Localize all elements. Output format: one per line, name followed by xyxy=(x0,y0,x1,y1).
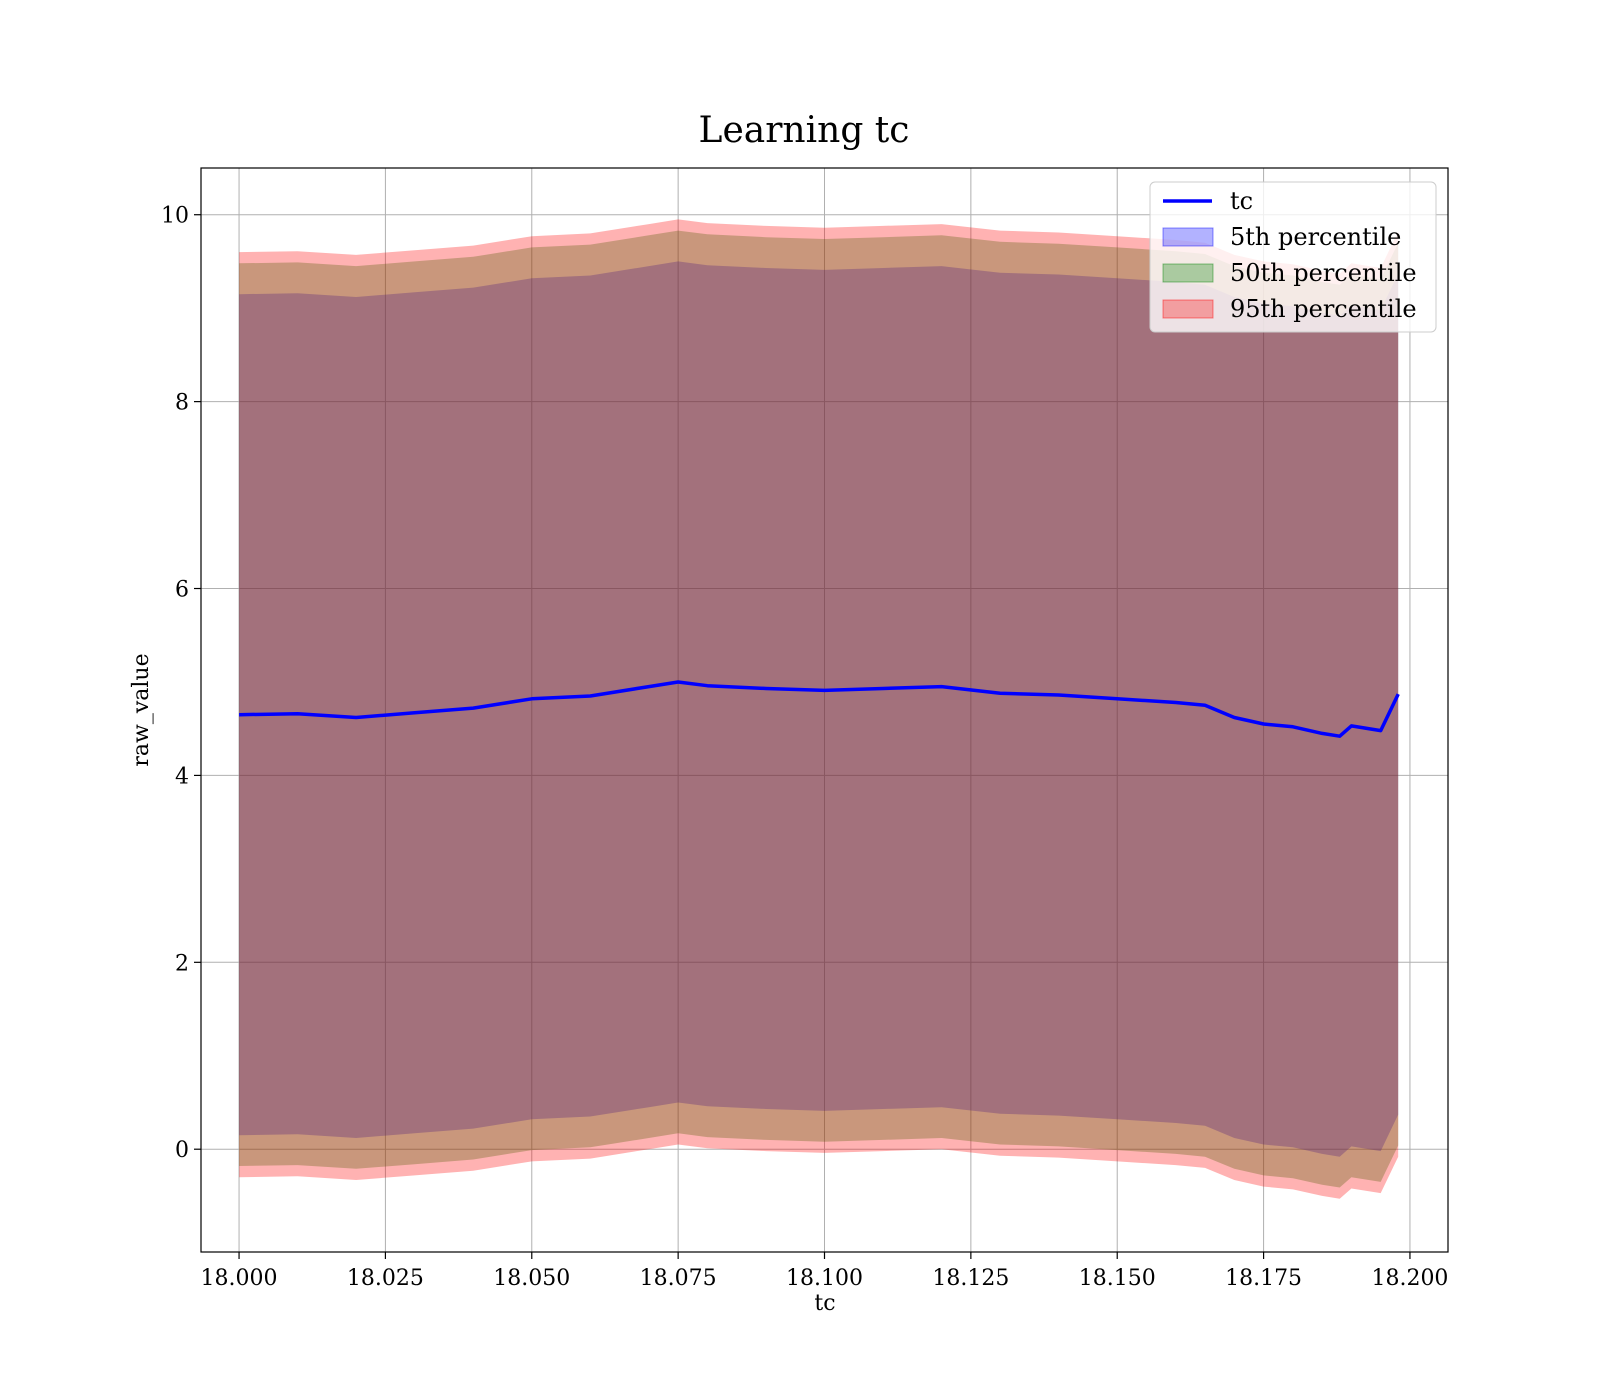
series-lines xyxy=(239,680,1400,738)
legend: tc 5th percentile 50th percentile 95th perc… xyxy=(1149,181,1437,333)
legend-label: 95th percentile xyxy=(1230,295,1417,323)
y-tick-label: 6 xyxy=(175,578,189,603)
y-tick-label: 8 xyxy=(175,391,189,416)
y-axis-ticks: 0 2 4 6 8 10 xyxy=(161,204,201,1163)
x-axis-label: tc xyxy=(814,1291,835,1316)
legend-swatch xyxy=(1162,263,1214,283)
percentile-bands xyxy=(239,219,1399,1199)
y-axis-label: raw_value xyxy=(129,653,154,766)
band-3 xyxy=(239,219,1399,1199)
y-tick-label: 4 xyxy=(175,764,189,789)
x-tick-label: 18.000 xyxy=(201,1266,278,1291)
x-tick-label: 18.075 xyxy=(640,1266,717,1291)
x-tick-label: 18.200 xyxy=(1371,1266,1448,1291)
legend-swatch xyxy=(1162,227,1214,247)
chart-title: Learning tc xyxy=(699,110,910,151)
legend-label: tc xyxy=(1230,187,1253,215)
x-tick-label: 18.125 xyxy=(932,1266,1009,1291)
x-tick-label: 18.050 xyxy=(493,1266,570,1291)
x-tick-label: 18.100 xyxy=(786,1266,863,1291)
x-tick-label: 18.150 xyxy=(1079,1266,1156,1291)
x-axis-ticks: 18.000 18.025 18.050 18.075 18.100 18.125 18.1… xyxy=(201,1252,1448,1291)
legend-items: tc 5th percentile 50th percentile 95th perc… xyxy=(1162,187,1417,323)
band-2 xyxy=(239,230,1399,1188)
legend-swatch xyxy=(1162,299,1214,319)
grid xyxy=(201,168,1448,1252)
legend-frame xyxy=(1149,181,1437,333)
x-tick-label: 18.175 xyxy=(1225,1266,1302,1291)
y-tick-label: 2 xyxy=(175,951,189,976)
y-tick-label: 0 xyxy=(175,1138,189,1163)
line-0 xyxy=(239,680,1400,738)
band-1 xyxy=(239,261,1399,1157)
legend-label: 5th percentile xyxy=(1230,223,1401,251)
x-tick-label: 18.025 xyxy=(347,1266,424,1291)
y-tick-label: 10 xyxy=(161,204,189,229)
legend-label: 50th percentile xyxy=(1230,259,1417,287)
